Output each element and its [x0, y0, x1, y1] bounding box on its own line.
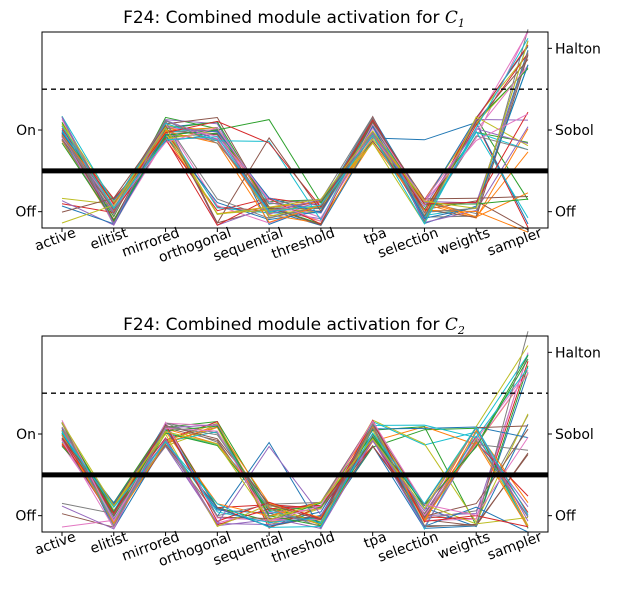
x-axis: active elitistmirroredorthogonalsequentia…	[33, 529, 545, 570]
series-line	[61, 373, 529, 529]
right-tick-label: Off	[555, 509, 576, 525]
x-axis: active elitistmirroredorthogonalsequentia…	[33, 225, 545, 266]
threshold-lines	[42, 392, 548, 478]
chart-title: F24: Combined module activation for C2	[123, 315, 465, 337]
x-tick-label: weights	[436, 225, 493, 259]
series-line	[61, 119, 529, 222]
chart-c2: F24: Combined module activation for C2 O…	[15, 315, 601, 570]
x-tick-label: selection	[376, 225, 441, 262]
left-tick-label: On	[16, 427, 36, 443]
x-tick-label: sampler	[485, 225, 544, 259]
right-axis: Halton Sobol Off	[548, 345, 601, 525]
right-axis: Halton Sobol Off	[548, 41, 601, 221]
series-line	[61, 345, 529, 521]
series-line	[61, 38, 529, 225]
series-lines	[61, 29, 529, 233]
right-tick-label: Sobol	[555, 427, 594, 443]
left-tick-label: Off	[15, 509, 36, 525]
x-tick-label: sampler	[485, 529, 544, 563]
x-tick-label: tpa	[362, 529, 389, 552]
series-line	[61, 51, 529, 223]
x-tick-label: tpa	[362, 225, 389, 248]
series-line	[61, 41, 529, 224]
x-tick-label: active	[33, 529, 78, 559]
x-tick-label: active	[33, 225, 78, 255]
right-tick-label: Sobol	[555, 123, 594, 139]
series-line	[61, 422, 529, 530]
left-axis: On Off	[15, 427, 42, 525]
series-line	[61, 365, 529, 527]
series-line	[61, 352, 529, 528]
series-line	[61, 40, 529, 213]
left-axis: On Off	[15, 123, 42, 221]
series-line	[61, 426, 529, 525]
series-line	[61, 120, 529, 225]
right-tick-label: Halton	[555, 41, 601, 57]
x-tick-label: selection	[376, 529, 441, 566]
left-tick-label: On	[16, 123, 36, 139]
series-line	[61, 29, 529, 226]
series-line	[61, 358, 529, 527]
chart-title: F24: Combined module activation for C1	[123, 8, 465, 30]
series-line	[61, 373, 529, 526]
series-line	[61, 426, 529, 528]
series-line	[61, 372, 529, 530]
right-tick-label: Halton	[555, 345, 601, 361]
series-lines	[61, 331, 529, 533]
right-tick-label: Off	[555, 205, 576, 221]
series-line	[61, 130, 529, 223]
threshold-lines	[42, 88, 548, 174]
x-tick-label: weights	[436, 529, 493, 563]
chart-c1: F24: Combined module activation for C1 O…	[15, 8, 601, 266]
series-line	[61, 31, 529, 225]
left-tick-label: Off	[15, 205, 36, 221]
